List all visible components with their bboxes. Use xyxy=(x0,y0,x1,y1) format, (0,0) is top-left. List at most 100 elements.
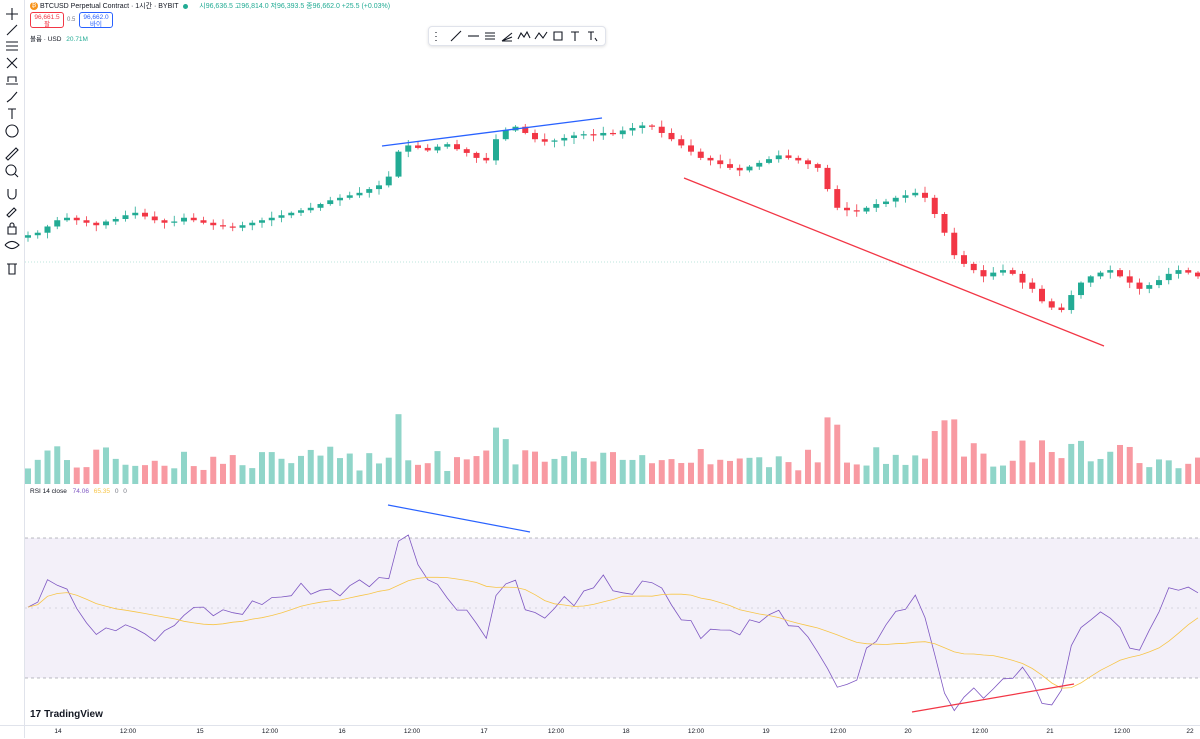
candle-body xyxy=(961,255,967,264)
time-axis-tick: 12:00 xyxy=(119,728,137,735)
pattern-zigzag-icon[interactable] xyxy=(534,29,548,43)
candle-body xyxy=(902,195,909,198)
volume-bar xyxy=(1136,463,1143,484)
candle-body xyxy=(1068,295,1075,311)
volume-bar xyxy=(376,463,382,484)
lock-icon[interactable] xyxy=(4,220,20,236)
trend-line-icon[interactable] xyxy=(4,22,20,38)
brush-icon[interactable] xyxy=(4,89,20,105)
volume-bar xyxy=(463,459,470,484)
candle-body xyxy=(307,207,314,211)
volume-bar xyxy=(493,427,499,484)
fib-fan-icon[interactable] xyxy=(500,29,514,43)
rectangle-icon[interactable] xyxy=(551,29,565,43)
candle-body xyxy=(1136,282,1143,289)
volume-bar xyxy=(697,449,704,484)
buy-button[interactable]: 96,662.0 바이 xyxy=(79,12,113,28)
time-axis-tick: 12:00 xyxy=(1113,728,1131,735)
volume-bar xyxy=(220,463,226,484)
candle-body xyxy=(1058,307,1065,311)
symbol-title[interactable]: BTCUSD Perpetual Contract · 1시간 · BYBIT xyxy=(39,3,179,10)
candle-body xyxy=(668,132,675,140)
tradingview-brand[interactable]: 17 TradingView xyxy=(30,709,103,720)
volume-bar xyxy=(122,464,129,484)
candle-body xyxy=(1107,270,1114,273)
candle-body xyxy=(571,135,577,138)
time-axis-tick: 20 xyxy=(904,728,912,735)
prediction-icon[interactable] xyxy=(4,72,20,88)
elliott-wave-icon[interactable] xyxy=(517,29,531,43)
time-axis-tick: 14 xyxy=(54,728,62,735)
candle-body xyxy=(717,160,724,165)
volume-bar xyxy=(454,457,460,484)
candle-body xyxy=(1185,270,1192,273)
volume-bar xyxy=(775,456,782,484)
rsi-line xyxy=(27,534,1199,712)
volume-bar xyxy=(1087,461,1094,484)
volume-bar xyxy=(561,456,568,484)
market-open-indicator xyxy=(183,3,189,9)
emoji-icon[interactable] xyxy=(4,123,20,139)
pattern-icon[interactable] xyxy=(4,55,20,71)
volume-bar xyxy=(619,459,626,484)
volume-bar xyxy=(473,456,480,484)
trash-icon[interactable] xyxy=(4,260,20,276)
support-trend-line xyxy=(683,177,1105,347)
text-icon[interactable] xyxy=(568,29,582,43)
volume-bar xyxy=(44,450,51,484)
eye-icon[interactable] xyxy=(4,237,20,253)
zoom-in-icon[interactable] xyxy=(4,163,20,179)
horizontal-ray-icon[interactable] xyxy=(466,29,480,43)
candle-body xyxy=(181,217,187,222)
candle-body xyxy=(600,132,607,136)
volume-bar xyxy=(795,470,802,484)
candle-body xyxy=(610,132,616,135)
candle-body xyxy=(151,216,158,221)
sell-button[interactable]: 96,661.5 팔 xyxy=(30,12,64,28)
drag-handle-icon[interactable] xyxy=(432,29,446,43)
ruler-icon[interactable] xyxy=(4,146,20,162)
candle-body xyxy=(834,189,841,208)
candle-body xyxy=(1117,270,1123,277)
candle-body xyxy=(883,201,889,205)
time-axis[interactable]: 14 12:00 15 12:00 16 12:00 17 12:00 18 12:00 19 12:… xyxy=(0,725,1200,739)
volume-bar xyxy=(278,458,285,484)
text-icon[interactable] xyxy=(4,106,20,122)
volume-bar xyxy=(736,458,743,484)
lock-drawing-icon[interactable] xyxy=(4,203,20,219)
candle-body xyxy=(25,235,31,238)
volume-bar xyxy=(405,460,412,484)
candle-body xyxy=(1039,288,1045,302)
sell-label: 팔 xyxy=(44,21,50,28)
volume-bar xyxy=(1117,444,1123,484)
volume-bar xyxy=(249,468,256,484)
candle-body xyxy=(629,127,636,131)
trend-line-icon[interactable] xyxy=(449,29,463,43)
candle-body xyxy=(697,151,704,158)
volume-bar xyxy=(834,424,841,484)
anchored-text-icon[interactable] xyxy=(585,29,599,43)
time-axis-tick: 19 xyxy=(762,728,770,735)
fib-retracement-icon[interactable] xyxy=(4,38,20,54)
volume-legend[interactable]: 볼륨 · USD 20.71M xyxy=(30,33,88,43)
candle-body xyxy=(824,167,831,190)
magnet-icon[interactable] xyxy=(4,186,20,202)
volume-value: 20.71M xyxy=(66,36,88,43)
buy-label: 바이 xyxy=(90,21,102,28)
candle-body xyxy=(200,220,207,223)
rsi-legend[interactable]: RSI 14 close 74.06 65.35 0 0 xyxy=(30,488,127,495)
parallel-channel-icon[interactable] xyxy=(483,29,497,43)
candle-body xyxy=(73,217,80,221)
candle-body xyxy=(346,195,353,198)
crosshair-icon[interactable] xyxy=(4,6,20,22)
candle-body xyxy=(376,185,382,190)
volume-bar xyxy=(346,453,353,484)
volume-bar xyxy=(941,420,948,484)
volume-bar xyxy=(756,457,763,484)
candle-body xyxy=(502,130,509,140)
candle-body xyxy=(463,149,470,153)
candle-body xyxy=(775,155,782,160)
candle-body xyxy=(1126,276,1133,283)
candle-body xyxy=(970,263,977,271)
